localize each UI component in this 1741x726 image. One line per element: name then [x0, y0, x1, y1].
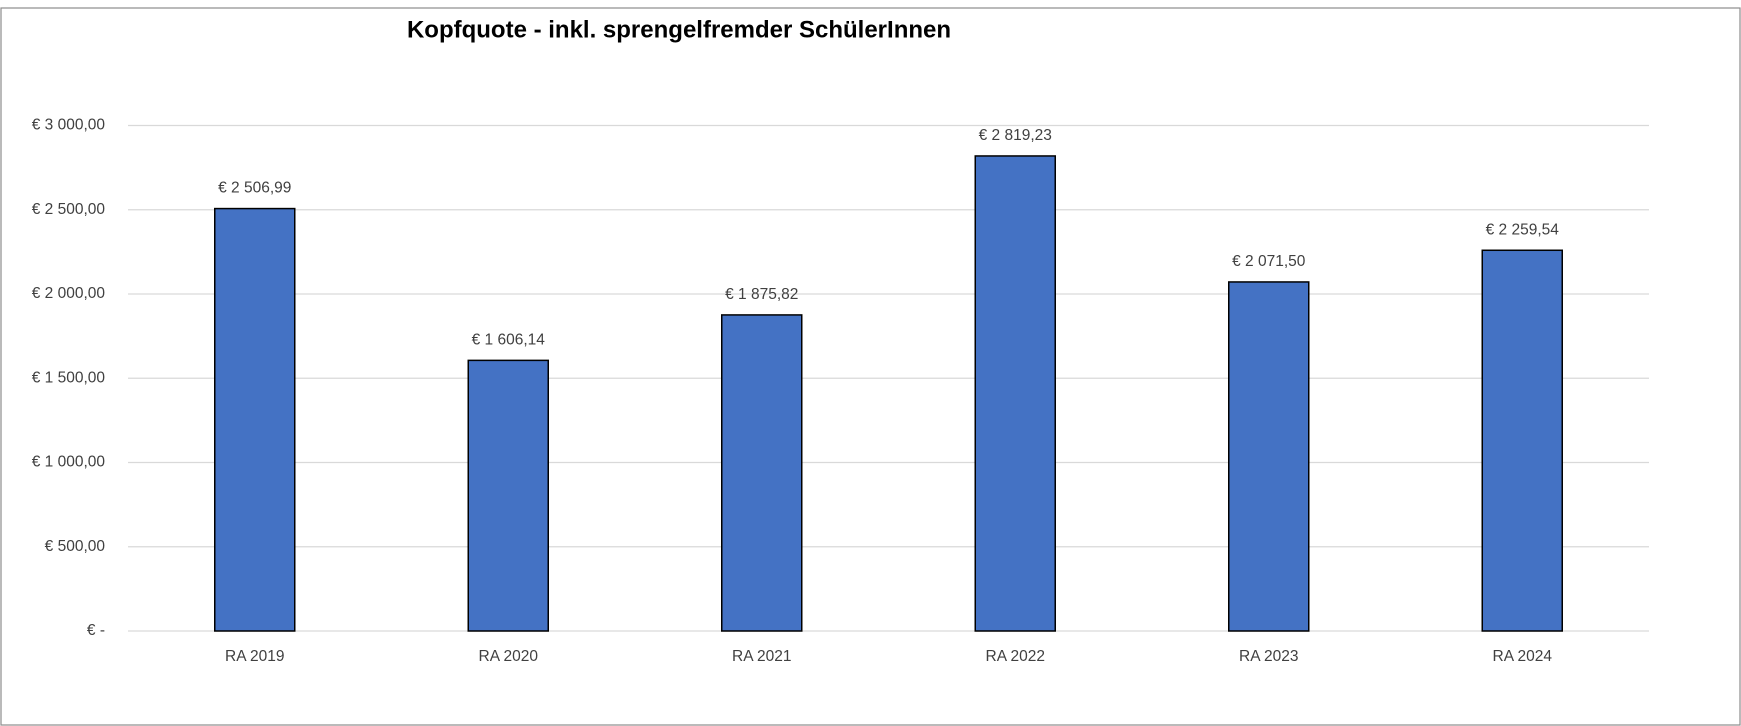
bar: [721, 314, 803, 632]
y-tick-label: € -: [87, 622, 105, 639]
x-tick-label: RA 2023: [1239, 648, 1298, 665]
bar: [974, 155, 1056, 632]
bar: [214, 207, 296, 632]
data-label: € 2 071,50: [1232, 253, 1306, 270]
bar: [1481, 249, 1563, 632]
chart-title: Kopfquote - inkl. sprengelfremder Schüle…: [407, 16, 951, 43]
x-tick-label: RA 2024: [1493, 648, 1553, 665]
x-tick-label: RA 2019: [225, 648, 284, 665]
data-label: € 1 606,14: [472, 331, 546, 348]
y-tick-label: € 1 500,00: [32, 369, 106, 386]
bar: [1228, 281, 1310, 632]
y-tick-label: € 2 500,00: [32, 201, 106, 218]
data-label: € 1 875,82: [725, 286, 798, 303]
data-label: € 2 259,54: [1486, 221, 1560, 238]
bar: [467, 359, 549, 632]
x-tick-label: RA 2021: [732, 648, 791, 665]
x-tick-label: RA 2022: [986, 648, 1045, 665]
x-tick-label: RA 2020: [479, 648, 539, 665]
data-label: € 2 819,23: [979, 127, 1052, 144]
y-tick-label: € 500,00: [45, 538, 106, 555]
y-tick-label: € 1 000,00: [32, 454, 106, 471]
y-tick-label: € 3 000,00: [32, 117, 106, 134]
y-tick-label: € 2 000,00: [32, 285, 106, 302]
data-label: € 2 506,99: [218, 180, 291, 197]
